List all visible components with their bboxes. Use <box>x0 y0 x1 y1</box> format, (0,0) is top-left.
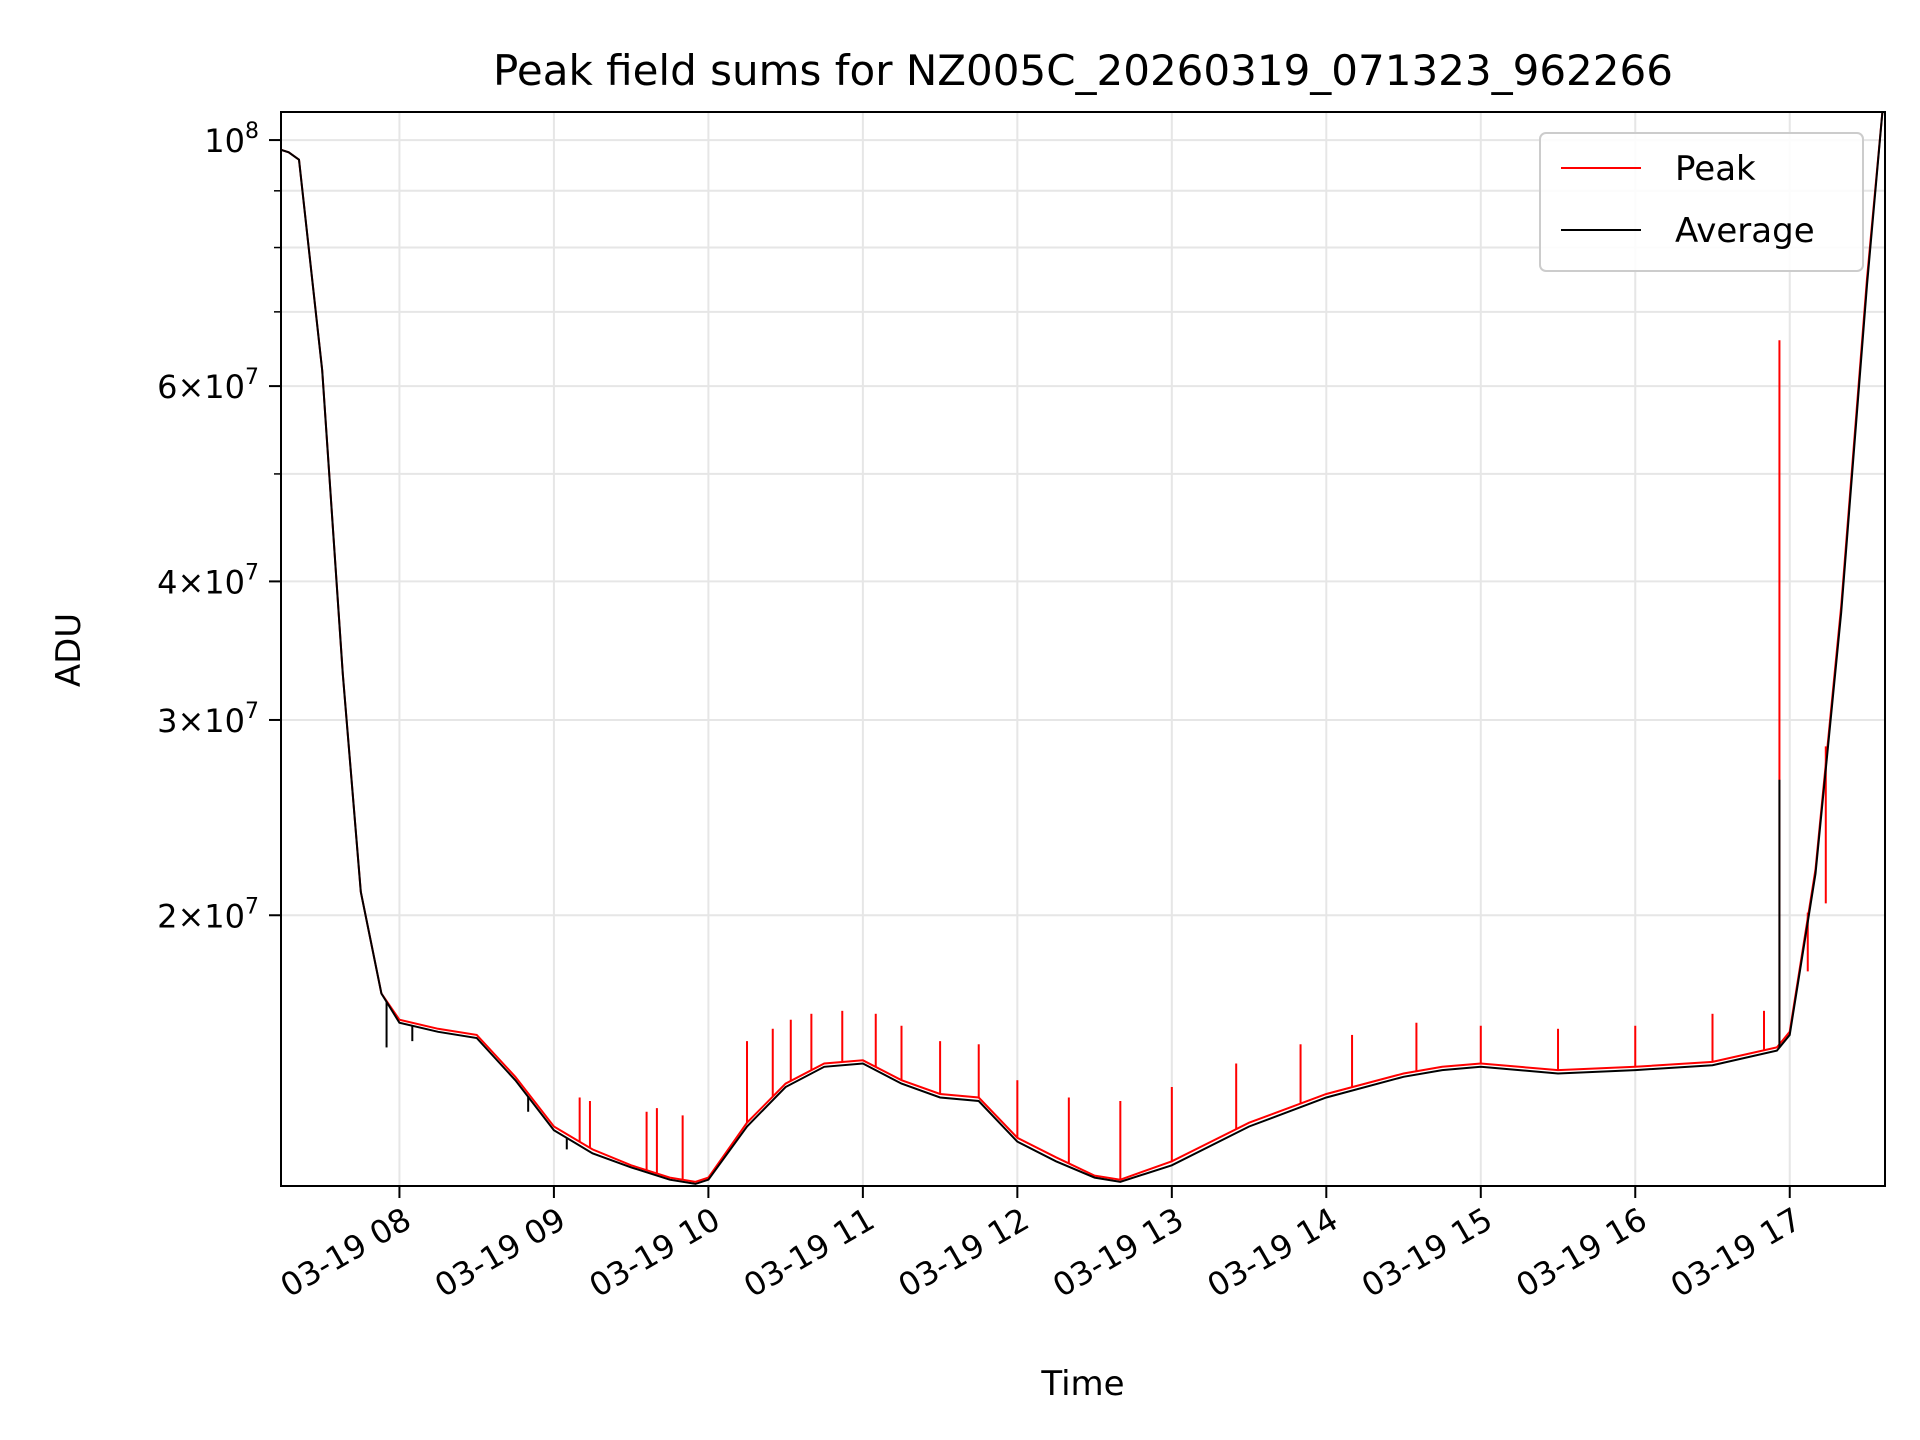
plot-frame <box>280 111 1886 1187</box>
y-axis: 2×107 3×107 4×107 6×107 108 <box>157 119 281 935</box>
chart-title: Peak field sums for NZ005C_20260319_0713… <box>493 46 1673 95</box>
series-layer <box>281 112 1884 1185</box>
y-tick-label: 2×107 <box>157 894 259 935</box>
legend-label-average: Average <box>1675 211 1815 251</box>
y-axis-label: ADU <box>49 613 89 687</box>
y-tick-label: 108 <box>204 119 259 160</box>
legend-label-peak: Peak <box>1675 149 1756 189</box>
legend: Peak Average <box>1539 132 1864 272</box>
y-tick-label: 6×107 <box>157 365 259 406</box>
y-tick-label: 4×107 <box>157 560 259 601</box>
y-tick-label: 3×107 <box>157 699 259 740</box>
x-axis-label: Time <box>1040 1364 1124 1404</box>
series-line-average <box>281 112 1884 1185</box>
